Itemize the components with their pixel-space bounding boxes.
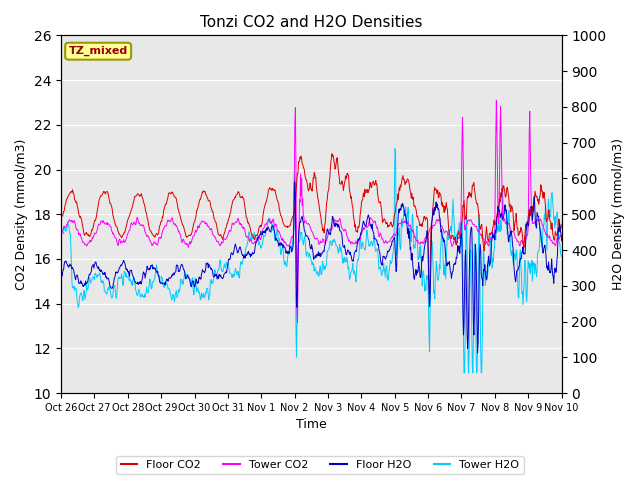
Legend: Floor CO2, Tower CO2, Floor H2O, Tower H2O: Floor CO2, Tower CO2, Floor H2O, Tower H… [116,456,524,474]
Text: TZ_mixed: TZ_mixed [68,46,128,56]
Title: Tonzi CO2 and H2O Densities: Tonzi CO2 and H2O Densities [200,15,422,30]
Y-axis label: CO2 Density (mmol/m3): CO2 Density (mmol/m3) [15,139,28,290]
Y-axis label: H2O Density (mmol/m3): H2O Density (mmol/m3) [612,138,625,290]
X-axis label: Time: Time [296,419,326,432]
